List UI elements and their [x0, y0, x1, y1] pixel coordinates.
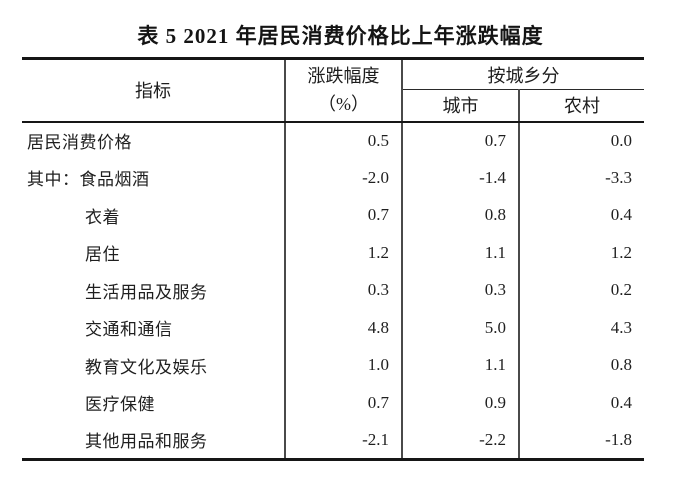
rural-cell: 0.4: [610, 205, 632, 225]
table-row: 医疗保健 0.7 0.9 0.4: [22, 384, 644, 422]
col-header-indicator: 指标: [22, 58, 286, 123]
header-row-1: 指标 涨跌幅度 （%） 按城乡分: [22, 58, 644, 123]
col-header-urban: 城市: [402, 89, 520, 123]
urban-cell: 5.0: [402, 309, 520, 347]
change-pct-cell: 1.2: [285, 234, 403, 272]
table-row: 交通和通信 4.8 5.0 4.3: [22, 309, 644, 347]
rural-cell: 0.2: [610, 280, 632, 300]
table-row: 其他用品和服务 -2.1 -2.2 -1.8: [22, 421, 644, 459]
urban-cell: -1.4: [402, 159, 520, 197]
cpi-table: 指标 涨跌幅度 （%） 按城乡分 城市 农村 居民消费价格 0.5 0.7 0.0 其中…: [22, 57, 644, 461]
indicator-cell: 交通和通信: [22, 309, 286, 347]
table-row: 居住 1.2 1.1 1.2: [22, 234, 644, 272]
indicator-cell: 生活用品及服务: [22, 271, 286, 309]
table-row: 其中：食品烟酒 -2.0 -1.4 -3.3: [22, 159, 644, 197]
urban-cell: 0.9: [402, 384, 520, 422]
table-row: 衣着 0.7 0.8 0.4: [22, 196, 644, 234]
rural-cell: -1.8: [605, 429, 632, 449]
change-pct-cell: 0.5: [285, 121, 403, 159]
col-header-change-line1: 涨跌幅度: [307, 66, 380, 87]
table-body: 居民消费价格 0.5 0.7 0.0 其中：食品烟酒 -2.0 -1.4 -3.3 衣着 0.7 0…: [22, 121, 644, 459]
header-row-2: 城市 农村: [22, 89, 644, 123]
urban-cell: -2.2: [402, 421, 520, 459]
table-header: 指标 涨跌幅度 （%） 按城乡分 城市 农村: [22, 58, 644, 123]
table-row: 生活用品及服务 0.3 0.3 0.2: [22, 271, 644, 309]
rural-cell: 0.4: [610, 392, 632, 412]
indicator-cell: 教育文化及娱乐: [22, 346, 286, 384]
indicator-cell: 其他用品和服务: [22, 421, 286, 459]
table-row: 居民消费价格 0.5 0.7 0.0: [22, 121, 644, 159]
col-header-rural: 农村: [519, 89, 644, 123]
urban-cell: 0.7: [402, 121, 520, 159]
table-title: 表 5 2021 年居民消费价格比上年涨跌幅度: [137, 24, 544, 48]
change-pct-cell: -2.1: [285, 421, 403, 459]
indicator-cell: 居住: [22, 234, 286, 272]
indicator-cell: 其中：食品烟酒: [22, 159, 286, 197]
rural-cell: 0.8: [610, 355, 632, 375]
urban-cell: 0.3: [402, 271, 520, 309]
rural-cell: 1.2: [610, 242, 632, 262]
change-pct-cell: 0.7: [285, 196, 403, 234]
col-header-change-pct: 涨跌幅度 （%）: [285, 58, 403, 123]
rural-cell: -3.3: [605, 167, 632, 187]
change-pct-cell: 0.7: [285, 384, 403, 422]
change-pct-cell: 4.8: [285, 309, 403, 347]
urban-cell: 1.1: [402, 234, 520, 272]
urban-cell: 1.1: [402, 346, 520, 384]
indicator-cell: 居民消费价格: [22, 121, 286, 159]
change-pct-cell: -2.0: [285, 159, 403, 197]
rural-cell: 4.3: [610, 317, 632, 337]
change-pct-cell: 1.0: [285, 346, 403, 384]
col-header-change-line2: （%）: [318, 94, 369, 115]
table-row: 教育文化及娱乐 1.0 1.1 0.8: [22, 346, 644, 384]
change-pct-cell: 0.3: [285, 271, 403, 309]
col-header-by-urban-rural: 按城乡分: [402, 58, 644, 90]
indicator-cell: 衣着: [22, 196, 286, 234]
indicator-cell: 医疗保健: [22, 384, 286, 422]
rural-cell: 0.0: [610, 130, 632, 150]
urban-cell: 0.8: [402, 196, 520, 234]
